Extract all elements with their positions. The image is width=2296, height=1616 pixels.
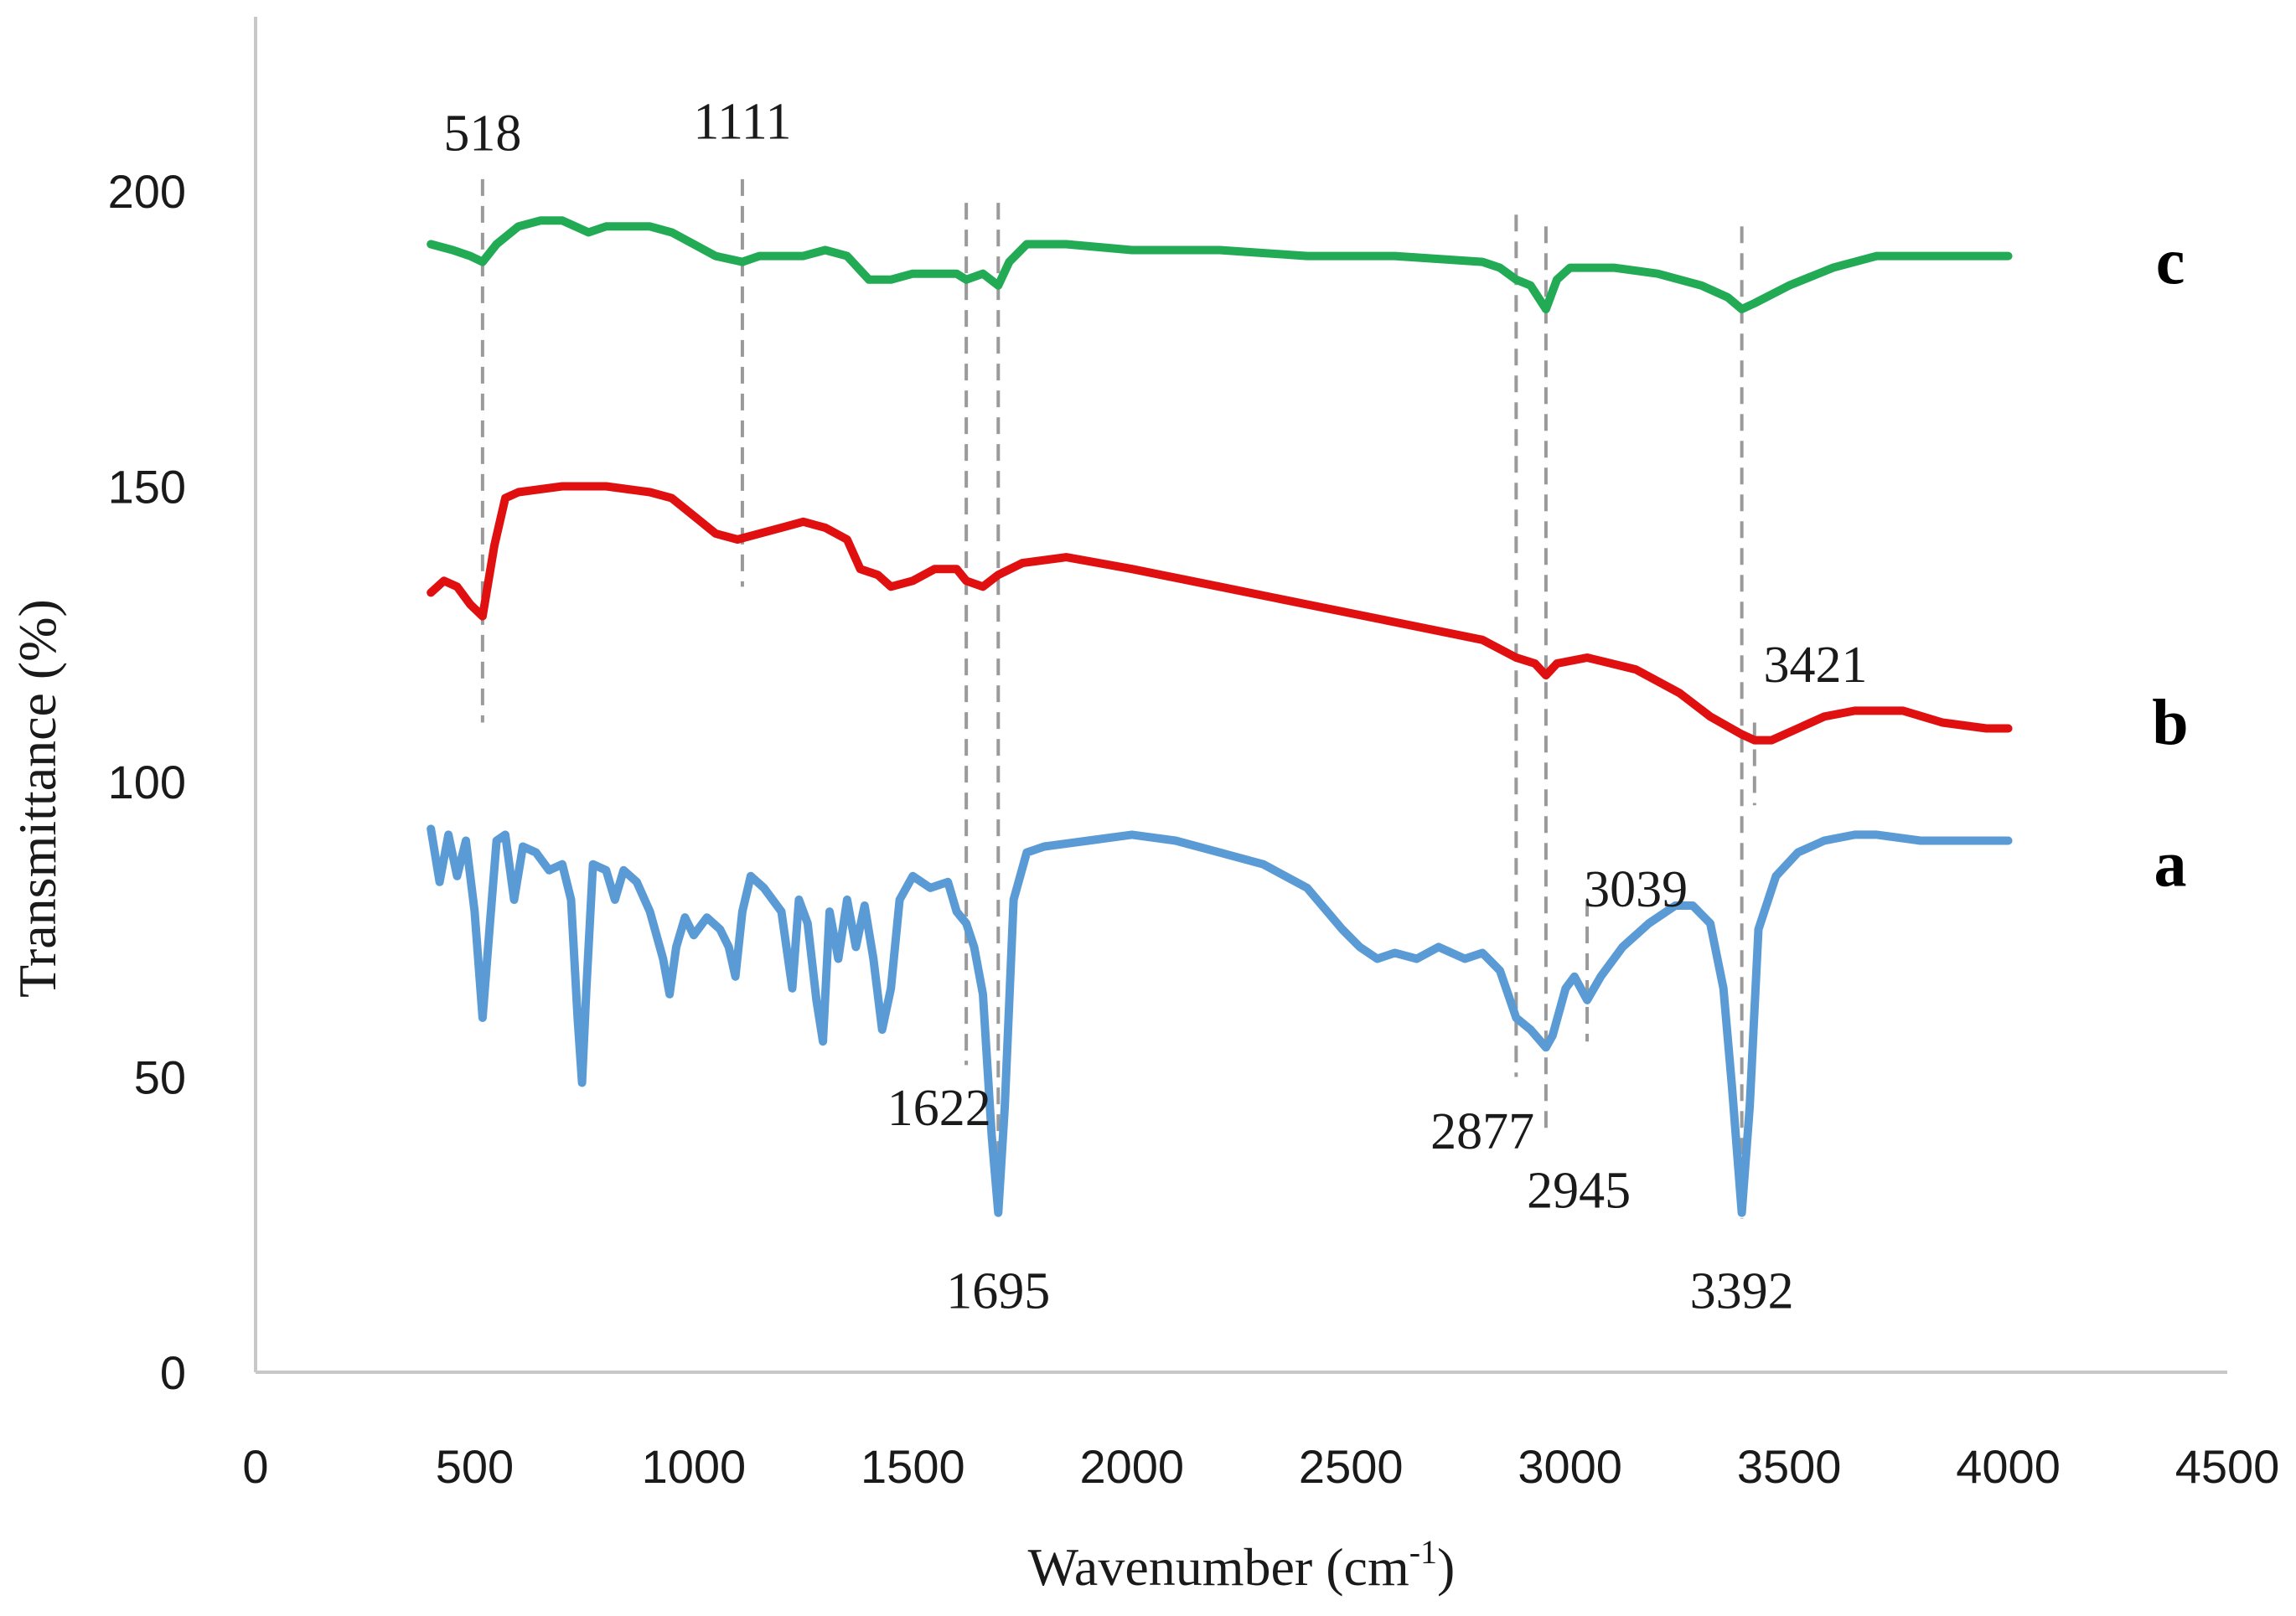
peak-annotation: 2877 <box>1430 1103 1534 1160</box>
x-axis-title-close: ) <box>1437 1537 1455 1597</box>
x-tick-label: 1000 <box>642 1440 747 1493</box>
series-label-b: b <box>2152 686 2188 759</box>
x-tick-label: 2500 <box>1299 1440 1404 1493</box>
series-label-a: a <box>2154 828 2187 901</box>
peak-annotation: 3392 <box>1690 1262 1794 1319</box>
peak-annotation: 1111 <box>693 93 791 150</box>
x-tick-label: 2000 <box>1079 1440 1184 1493</box>
peak-annotation: 3039 <box>1584 861 1688 918</box>
x-tick-label: 4500 <box>2175 1440 2280 1493</box>
series-label-c: c <box>2156 225 2185 298</box>
series-line-a <box>427 824 2013 1217</box>
x-tick-label: 3500 <box>1737 1440 1842 1493</box>
peak-annotation: 518 <box>443 106 521 163</box>
y-axis-title: Transmittance (%) <box>8 599 67 998</box>
peak-annotation: 2945 <box>1527 1162 1631 1219</box>
peak-guides <box>480 178 1756 1219</box>
x-tick-label: 1500 <box>861 1440 965 1493</box>
x-tick-label: 3000 <box>1518 1440 1622 1493</box>
x-axis-title: Wavenumber (cm-1) <box>1028 1533 1456 1597</box>
y-tick-label: 0 <box>160 1346 186 1399</box>
peak-annotation: 1622 <box>887 1080 991 1137</box>
series-lines <box>427 216 2013 1217</box>
x-tick-label: 500 <box>436 1440 514 1493</box>
y-tick-label: 50 <box>134 1051 186 1104</box>
peak-annotation: 1695 <box>946 1262 1050 1319</box>
x-axis-title-superscript: -1 <box>1409 1533 1437 1571</box>
x-tick-label: 4000 <box>1956 1440 2061 1493</box>
series-labels: c ba <box>2152 225 2188 901</box>
axes <box>254 17 2227 1374</box>
series-line-c <box>427 216 2013 313</box>
y-tick-label: 200 <box>108 165 186 218</box>
series-line-b <box>427 482 2013 745</box>
x-axis-title-main: Wavenumber (cm <box>1028 1537 1409 1597</box>
x-tick-label: 0 <box>242 1440 268 1493</box>
x-tick-labels: 0 500 1000 1500 2000 2500 3000 3500 4000 4500 <box>242 1440 2279 1493</box>
y-tick-labels: 0 50 100 150 200 <box>108 165 186 1399</box>
peak-annotation: 3421 <box>1763 637 1867 694</box>
y-tick-label: 100 <box>108 756 186 808</box>
y-tick-label: 150 <box>108 461 186 514</box>
